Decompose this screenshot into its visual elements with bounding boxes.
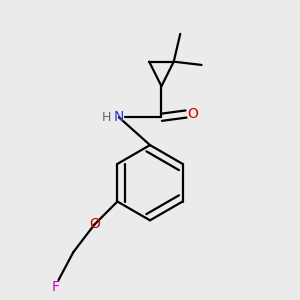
Text: F: F [51,280,59,294]
Text: O: O [188,107,199,121]
Text: O: O [89,218,100,231]
Text: N: N [114,110,124,124]
Text: H: H [102,111,111,124]
